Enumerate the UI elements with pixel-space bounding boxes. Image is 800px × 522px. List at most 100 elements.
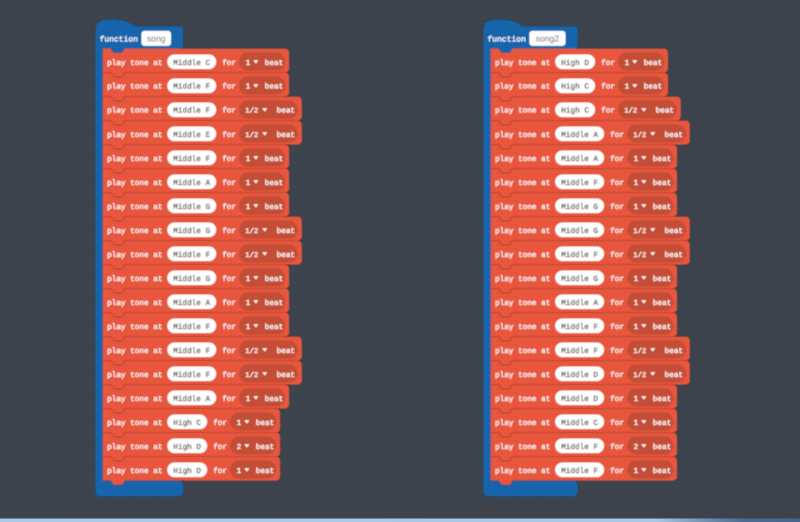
svg-text:Middle F: Middle F [561, 179, 598, 188]
svg-text:Middle F: Middle F [173, 251, 210, 260]
svg-text:1: 1 [246, 275, 251, 284]
svg-text:for: for [610, 299, 624, 308]
svg-text:beat: beat [653, 323, 671, 332]
svg-text:1: 1 [634, 419, 639, 428]
svg-text:1/2: 1/2 [633, 347, 646, 356]
svg-text:beat: beat [265, 395, 283, 404]
svg-text:play tone at: play tone at [107, 323, 162, 332]
svg-text:play tone at: play tone at [495, 443, 550, 452]
svg-text:beat: beat [653, 395, 671, 404]
svg-text:Middle F: Middle F [561, 323, 598, 332]
svg-text:1: 1 [246, 323, 251, 332]
svg-text:for: for [610, 251, 624, 260]
svg-text:beat: beat [656, 107, 674, 116]
svg-text:beat: beat [653, 419, 671, 428]
svg-text:beat: beat [665, 347, 683, 356]
svg-text:for: for [610, 131, 624, 140]
svg-text:1/2: 1/2 [245, 371, 258, 380]
svg-text:play tone at: play tone at [107, 347, 162, 356]
svg-text:1: 1 [246, 179, 251, 188]
svg-text:for: for [610, 419, 624, 428]
svg-text:beat: beat [653, 155, 671, 164]
svg-text:Middle G: Middle G [561, 227, 598, 236]
svg-text:for: for [213, 443, 227, 452]
svg-text:play tone at: play tone at [107, 443, 162, 452]
svg-text:2: 2 [237, 443, 242, 452]
svg-text:1/2: 1/2 [633, 251, 646, 260]
svg-text:Middle C: Middle C [173, 59, 210, 68]
svg-text:Middle G: Middle G [173, 203, 210, 212]
svg-text:Middle F: Middle F [561, 467, 598, 476]
svg-text:play tone at: play tone at [495, 179, 550, 188]
svg-text:play tone at: play tone at [107, 59, 162, 68]
svg-text:play tone at: play tone at [495, 83, 550, 92]
svg-text:1: 1 [246, 155, 251, 164]
svg-text:High C: High C [561, 107, 589, 116]
svg-text:1: 1 [625, 83, 630, 92]
svg-text:1/2: 1/2 [633, 227, 646, 236]
svg-text:beat: beat [665, 227, 683, 236]
svg-text:play tone at: play tone at [107, 395, 162, 404]
svg-text:Middle F: Middle F [173, 83, 210, 92]
svg-text:beat: beat [653, 179, 671, 188]
svg-text:Middle A: Middle A [173, 299, 210, 308]
svg-text:for: for [610, 227, 624, 236]
svg-text:for: for [222, 323, 236, 332]
svg-text:1/2: 1/2 [245, 227, 258, 236]
svg-text:1: 1 [246, 395, 251, 404]
svg-text:Middle A: Middle A [561, 131, 598, 140]
svg-text:beat: beat [265, 155, 283, 164]
svg-text:1/2: 1/2 [633, 371, 646, 380]
svg-text:1: 1 [246, 83, 251, 92]
svg-text:beat: beat [653, 203, 671, 212]
svg-text:play tone at: play tone at [495, 155, 550, 164]
svg-text:play tone at: play tone at [107, 179, 162, 188]
svg-text:play tone at: play tone at [107, 155, 162, 164]
svg-text:for: for [222, 395, 236, 404]
svg-text:beat: beat [644, 59, 662, 68]
svg-text:for: for [610, 155, 624, 164]
svg-text:play tone at: play tone at [495, 107, 550, 116]
svg-text:function: function [100, 35, 139, 44]
svg-text:beat: beat [277, 107, 295, 116]
svg-text:1: 1 [625, 59, 630, 68]
svg-text:Middle E: Middle E [173, 131, 210, 140]
svg-text:song2: song2 [536, 34, 560, 44]
svg-text:play tone at: play tone at [495, 371, 550, 380]
svg-text:play tone at: play tone at [107, 371, 162, 380]
svg-text:High D: High D [561, 59, 589, 68]
svg-text:1/2: 1/2 [245, 107, 258, 116]
svg-text:beat: beat [277, 131, 295, 140]
svg-text:Middle G: Middle G [173, 275, 210, 284]
svg-text:1: 1 [634, 467, 639, 476]
svg-text:Middle A: Middle A [561, 155, 598, 164]
svg-text:Middle F: Middle F [173, 323, 210, 332]
svg-text:Middle D: Middle D [561, 371, 598, 380]
svg-text:Middle C: Middle C [561, 419, 598, 428]
svg-text:beat: beat [644, 83, 662, 92]
svg-text:1: 1 [634, 275, 639, 284]
svg-text:beat: beat [277, 227, 295, 236]
svg-text:beat: beat [265, 323, 283, 332]
svg-text:beat: beat [265, 179, 283, 188]
svg-text:play tone at: play tone at [107, 419, 162, 428]
svg-text:for: for [222, 107, 236, 116]
svg-text:1: 1 [246, 299, 251, 308]
svg-text:beat: beat [265, 203, 283, 212]
svg-text:for: for [222, 59, 236, 68]
svg-text:play tone at: play tone at [495, 227, 550, 236]
svg-text:beat: beat [665, 251, 683, 260]
svg-text:Middle A: Middle A [561, 299, 598, 308]
svg-text:Middle F: Middle F [173, 155, 210, 164]
svg-text:1/2: 1/2 [245, 347, 258, 356]
svg-text:beat: beat [277, 347, 295, 356]
svg-text:1: 1 [634, 323, 639, 332]
svg-text:beat: beat [277, 251, 295, 260]
svg-text:for: for [222, 371, 236, 380]
svg-text:Middle G: Middle G [561, 275, 598, 284]
svg-text:1: 1 [237, 467, 242, 476]
svg-text:High D: High D [173, 443, 201, 452]
svg-text:beat: beat [265, 299, 283, 308]
svg-text:for: for [222, 275, 236, 284]
svg-text:for: for [610, 371, 624, 380]
